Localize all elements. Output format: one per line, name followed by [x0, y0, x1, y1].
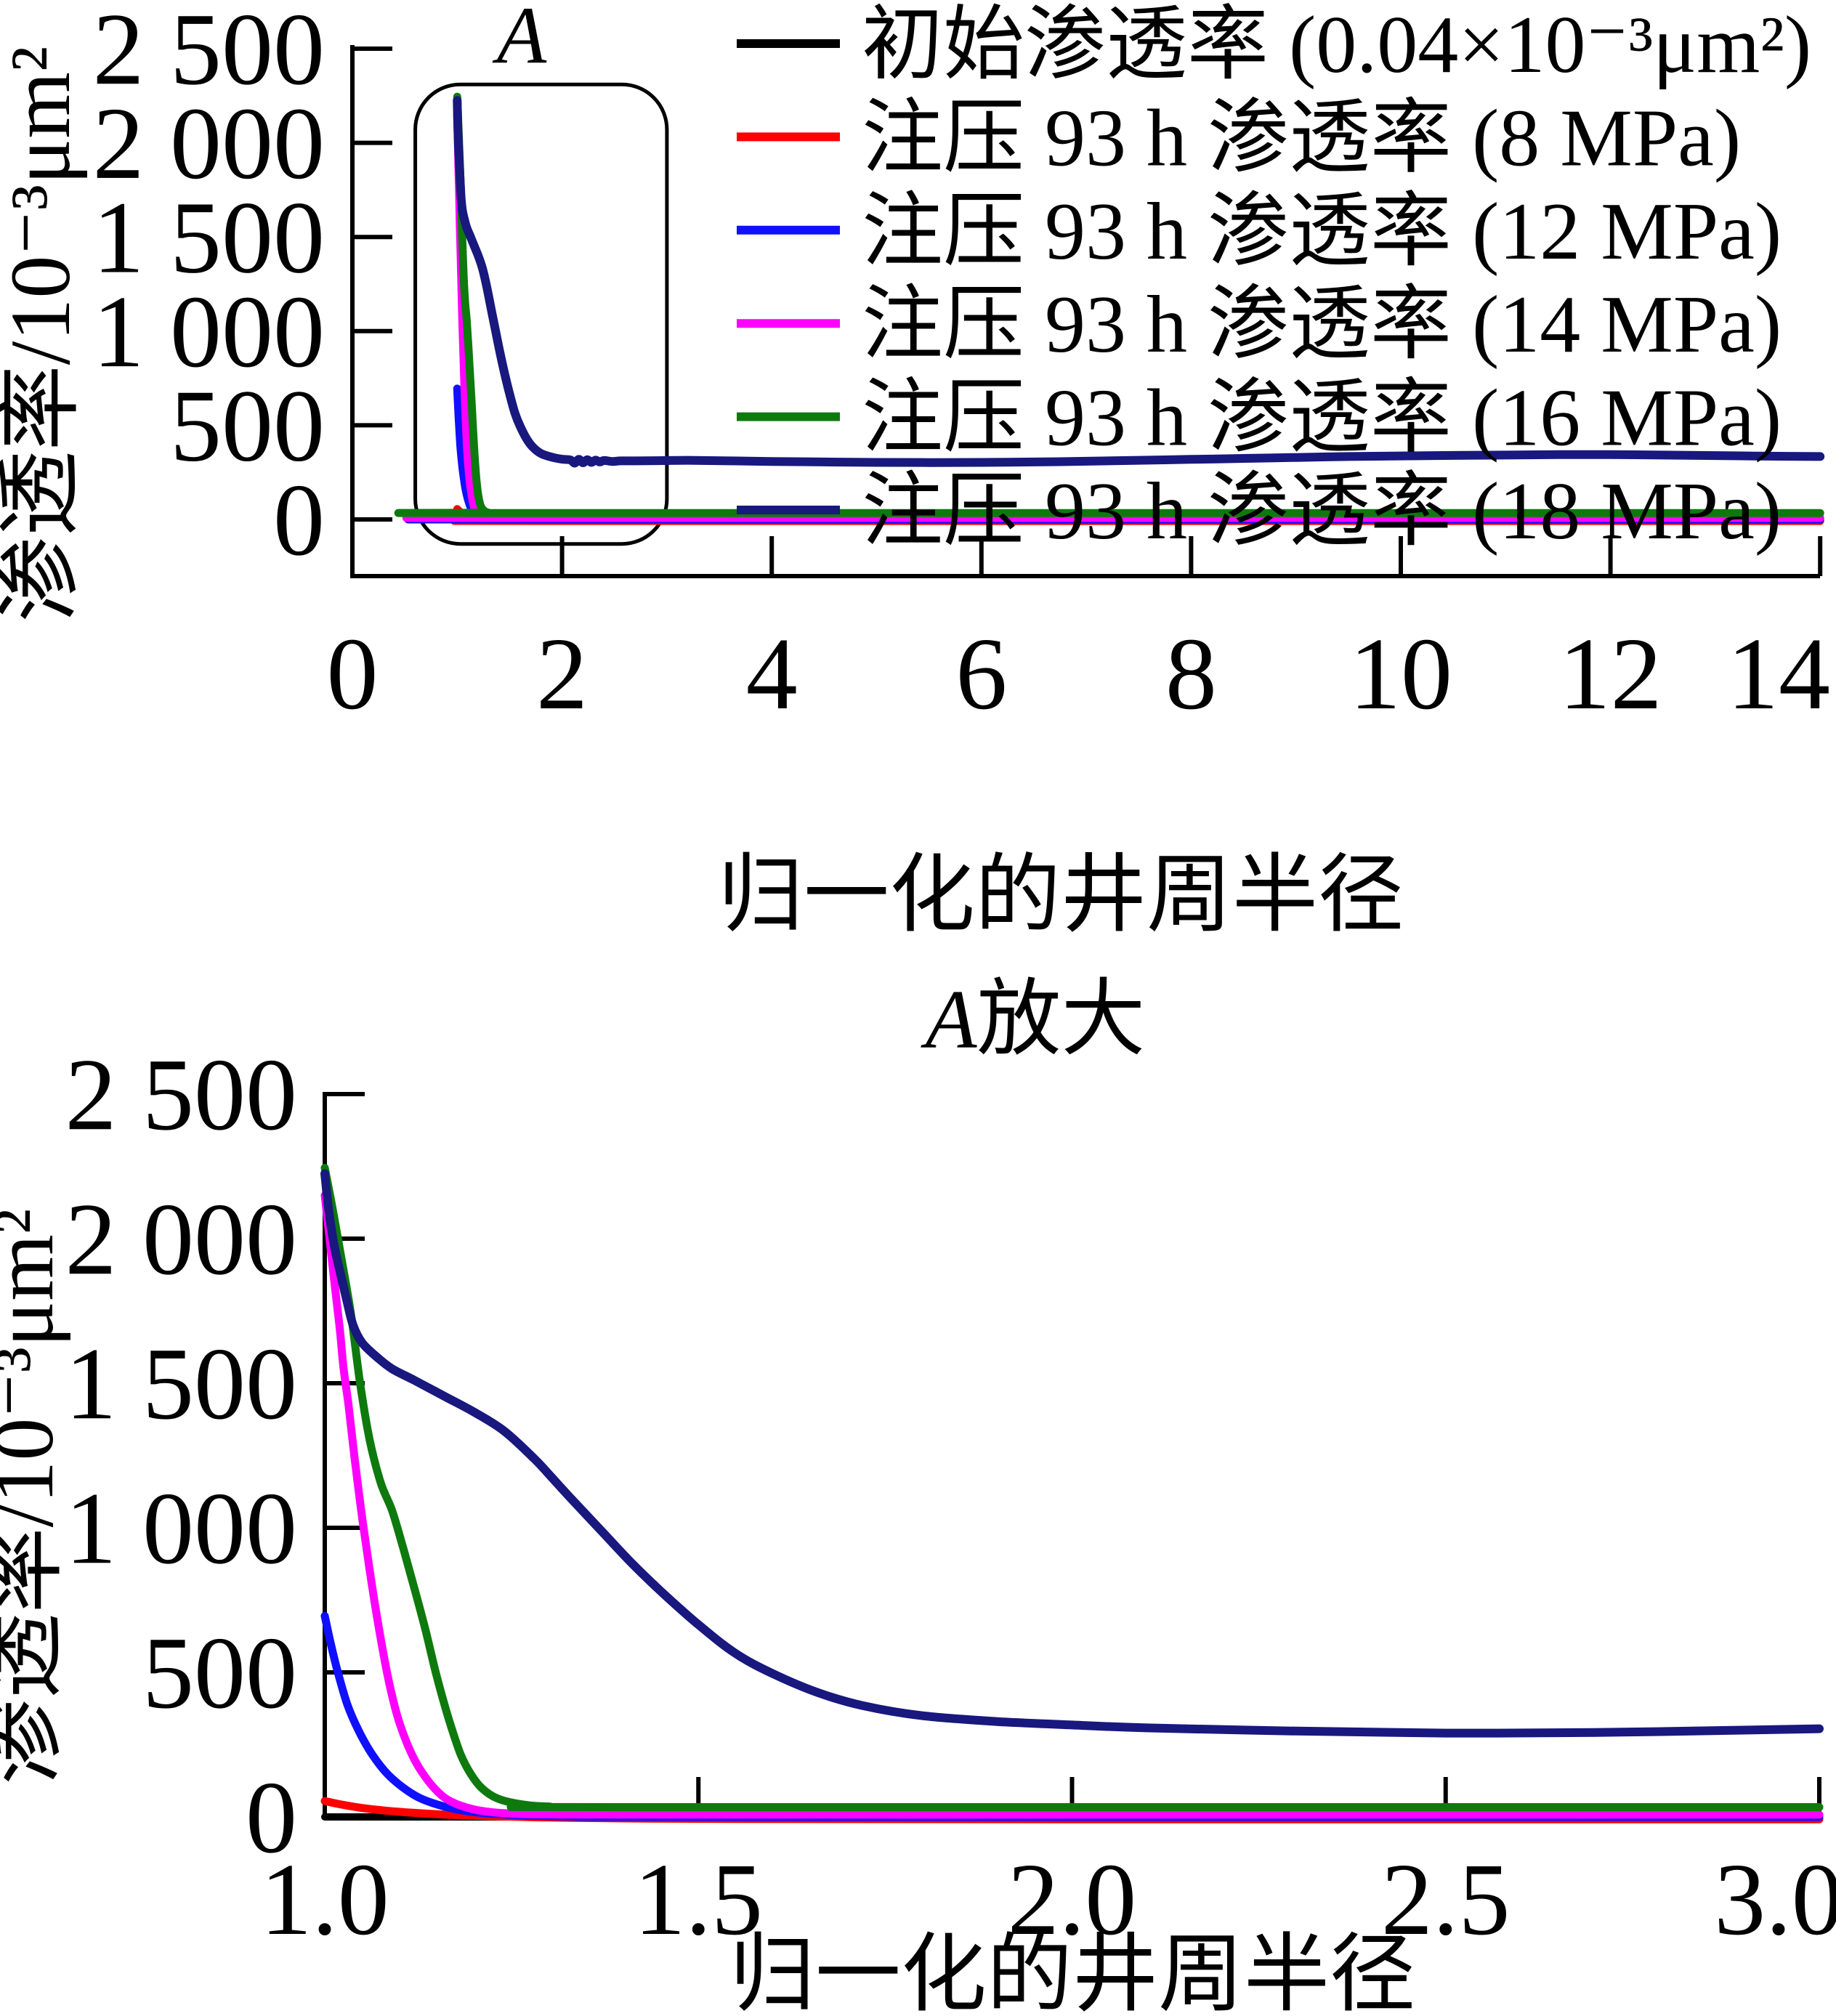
- top-yaxis-title: 渗透率/10⁻³μm²: [0, 46, 88, 623]
- top-ytick-label: 1 500: [93, 179, 325, 294]
- series-p18-curve: [320, 1169, 1824, 1738]
- series-p14-curve: [320, 1191, 1824, 1819]
- legend-entry: 注压 93 h 渗透率 (16 MPa): [737, 373, 1782, 463]
- legend-label: 注压 93 h 渗透率 (18 MPa): [862, 466, 1782, 556]
- top-ytick-label: 2 000: [93, 86, 325, 201]
- bottom-ytick-label: 1 500: [65, 1326, 298, 1441]
- bottom-ytick-label: 0: [246, 1760, 297, 1874]
- bottom-xaxis-title: 归一化的井周半径: [729, 1927, 1415, 2016]
- top-xtick-label: 10: [1349, 616, 1452, 731]
- bottom-ytick-label: 500: [142, 1615, 297, 1730]
- bottom-chart: 0 500 1 000 1 500 2 000 2 500 1.0 1.5 2.0 2.5 3.0: [65, 1037, 1836, 1956]
- bottom-ytick-label: 2 500: [65, 1037, 298, 1151]
- top-xtick-label: 0: [327, 616, 379, 731]
- bottom-chart-title: A放大: [921, 973, 1146, 1066]
- legend-entry: 注压 93 h 渗透率 (12 MPa): [737, 187, 1782, 277]
- legend-label: 注压 93 h 渗透率 (8 MPa): [862, 93, 1741, 183]
- legend-entry: 初始渗透率 (0.04×10⁻³μm²): [737, 0, 1811, 90]
- bottom-ytick-label: 1 000: [65, 1470, 298, 1585]
- bottom-axes-spine: [323, 1092, 1820, 1819]
- legend-entry: 注压 93 h 渗透率 (8 MPa): [737, 93, 1741, 183]
- bottom-ytick-label: 2 000: [65, 1181, 298, 1296]
- legend-label: 注压 93 h 渗透率 (16 MPa): [862, 373, 1782, 463]
- top-xtick-label: 12: [1559, 616, 1662, 731]
- top-xtick-label: 4: [746, 616, 798, 731]
- series-p18-curve: [453, 96, 1825, 468]
- bottom-yaxis-title: 渗透率/10⁻³μm²: [0, 1209, 71, 1785]
- bottom-xtick-label: 2.0: [1008, 1842, 1137, 1956]
- bottom-xtick-label: 3.0: [1714, 1842, 1836, 1956]
- top-ytick-label: 500: [170, 368, 325, 483]
- bottom-xtick-label: 1.5: [634, 1842, 764, 1956]
- annotation-a-box: [413, 82, 669, 546]
- series-p16-curve: [320, 1163, 1824, 1812]
- legend: 初始渗透率 (0.04×10⁻³μm²)注压 93 h 渗透率 (8 MPa)注…: [737, 0, 1811, 556]
- top-ytick-label: 0: [273, 462, 325, 577]
- top-xtick-label: 14: [1727, 616, 1830, 731]
- bottom-xtick-label: 2.5: [1381, 1842, 1511, 1956]
- legend-label: 注压 93 h 渗透率 (12 MPa): [862, 187, 1782, 277]
- top-ytick-label: 2 500: [93, 0, 325, 106]
- legend-entry: 注压 93 h 渗透率 (14 MPa): [737, 280, 1782, 370]
- top-xtick-label: 8: [1165, 616, 1217, 731]
- bottom-chart-title-suffix: 放大: [976, 973, 1145, 1066]
- legend-label: 初始渗透率 (0.04×10⁻³μm²): [862, 0, 1811, 90]
- legend-entry: 注压 93 h 渗透率 (18 MPa): [737, 466, 1782, 556]
- top-xaxis-title: 归一化的井周半径: [718, 848, 1404, 943]
- top-ytick-label: 1 000: [93, 274, 325, 389]
- legend-label: 注压 93 h 渗透率 (14 MPa): [862, 280, 1782, 370]
- bottom-xtick-label: 1.0: [260, 1842, 389, 1956]
- top-xtick-label: 2: [536, 616, 588, 731]
- top-xtick-label: 6: [955, 616, 1007, 731]
- annotation-a-label: A: [492, 0, 547, 81]
- series-p16-curve: [394, 92, 1824, 517]
- bottom-chart-title-prefix: A: [921, 973, 978, 1066]
